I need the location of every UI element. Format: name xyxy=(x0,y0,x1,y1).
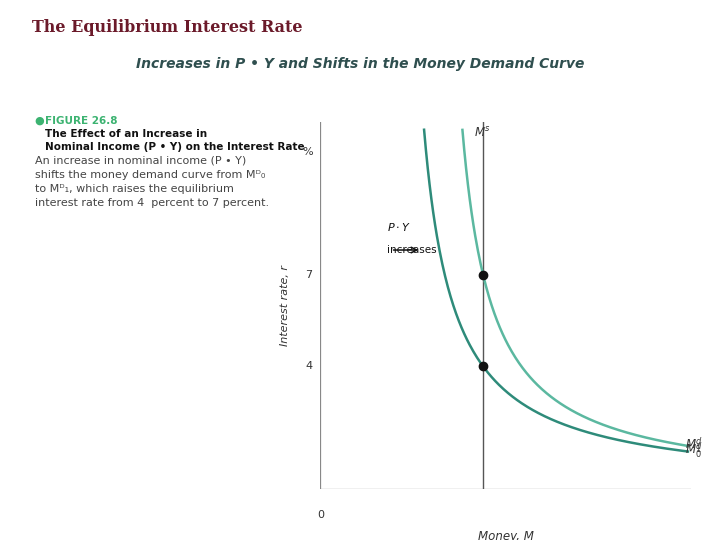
Text: $M^s$: $M^s$ xyxy=(474,126,492,140)
Text: Money, M: Money, M xyxy=(478,530,534,540)
Text: The Equilibrium Interest Rate: The Equilibrium Interest Rate xyxy=(32,19,303,36)
Text: FIGURE 26.8: FIGURE 26.8 xyxy=(45,116,117,126)
Text: $M_1^d$: $M_1^d$ xyxy=(685,435,703,455)
Text: Interest rate, r: Interest rate, r xyxy=(279,265,289,346)
Text: 7: 7 xyxy=(305,269,312,280)
Text: increases: increases xyxy=(387,245,437,255)
Text: 4: 4 xyxy=(305,361,312,372)
Text: ●: ● xyxy=(35,116,45,126)
Text: $M_0^d$: $M_0^d$ xyxy=(685,441,703,461)
Text: $P \cdot Y$: $P \cdot Y$ xyxy=(387,221,412,233)
Text: An increase in nominal income (P • Y)
shifts the money demand curve from Mᴰ₀
to : An increase in nominal income (P • Y) sh… xyxy=(35,156,269,207)
Text: Increases in P • Y and Shifts in the Money Demand Curve: Increases in P • Y and Shifts in the Mon… xyxy=(136,57,584,71)
Text: %: % xyxy=(302,147,312,157)
Text: 0: 0 xyxy=(317,510,324,520)
Text: The Effect of an Increase in
Nominal Income (P • Y) on the Interest Rate: The Effect of an Increase in Nominal Inc… xyxy=(45,129,305,152)
